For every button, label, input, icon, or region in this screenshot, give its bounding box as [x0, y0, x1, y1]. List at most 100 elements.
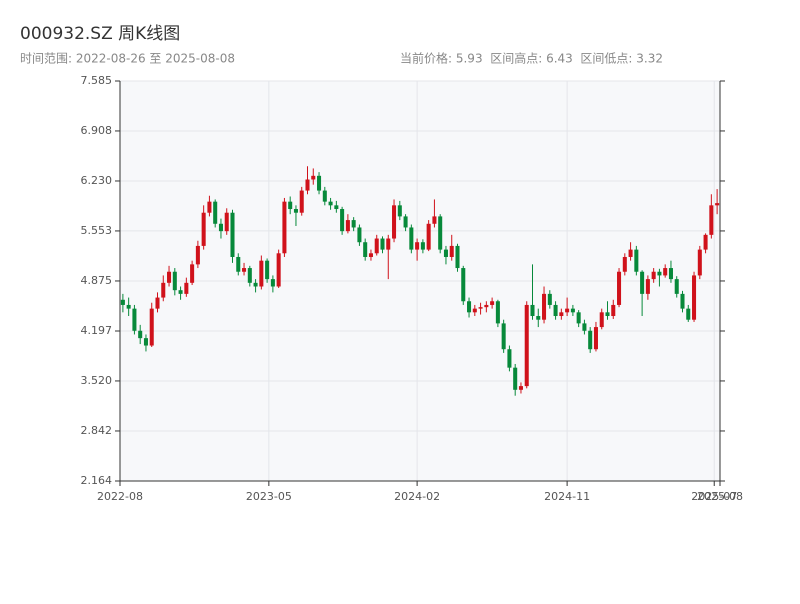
- candle-body: [518, 386, 523, 390]
- candle-body: [674, 279, 679, 294]
- candle-body: [167, 271, 172, 283]
- x-tick-label: 2023-05: [246, 490, 292, 503]
- candle-body: [190, 264, 195, 283]
- candle-body: [576, 312, 581, 324]
- candle-body: [570, 308, 575, 313]
- candle-body: [622, 256, 627, 272]
- candle-body: [472, 308, 477, 313]
- candle-body: [490, 301, 495, 305]
- candle-body: [443, 249, 448, 257]
- candle-body: [415, 242, 420, 250]
- y-tick-label: 2.164: [81, 474, 113, 487]
- candle-body: [484, 304, 489, 308]
- candle-body: [293, 209, 298, 213]
- candle-body: [392, 205, 397, 239]
- candle-body: [628, 249, 633, 257]
- candle-body: [317, 175, 322, 191]
- candle-body: [582, 323, 587, 331]
- candle-body: [692, 275, 697, 320]
- candle-body: [161, 282, 166, 298]
- candle-body: [588, 330, 593, 350]
- subtitle: 时间范围: 2022-08-26 至 2025-08-08: [20, 52, 235, 66]
- candle-body: [178, 290, 183, 294]
- candle-body: [501, 323, 506, 350]
- candle-body: [259, 260, 264, 287]
- candle-body: [651, 271, 656, 280]
- candle-body: [138, 330, 143, 339]
- candle-body: [645, 279, 650, 294]
- candle-body: [172, 271, 177, 291]
- candle-body: [380, 238, 385, 250]
- candle-body: [536, 316, 541, 320]
- y-tick-label: 2.842: [81, 424, 113, 437]
- candle-body: [282, 201, 287, 254]
- candle-body: [409, 227, 414, 250]
- candle-body: [224, 212, 229, 232]
- candle-body: [230, 212, 235, 257]
- candle-body: [432, 216, 437, 224]
- y-tick-label: 4.197: [81, 324, 113, 337]
- candle-body: [276, 253, 281, 287]
- candle-body: [599, 312, 604, 328]
- candle-body: [703, 234, 708, 250]
- candle-body: [617, 271, 622, 305]
- candle-body: [218, 223, 223, 232]
- candle-body: [236, 256, 241, 272]
- candle-body: [634, 249, 639, 272]
- x-tick-label: 2025-07: [691, 490, 737, 503]
- candle-body: [553, 304, 558, 317]
- candle-body: [328, 201, 333, 206]
- candle-body: [265, 260, 270, 280]
- candle-body: [686, 308, 691, 320]
- candle-body: [195, 245, 200, 265]
- y-tick-label: 4.875: [81, 274, 113, 287]
- candle-body: [242, 268, 247, 272]
- y-tick-label: 7.585: [81, 74, 113, 87]
- candle-body: [565, 308, 570, 313]
- x-tick-label: 2024-02: [394, 490, 440, 503]
- candle-body: [305, 179, 310, 191]
- y-tick-label: 3.520: [81, 374, 113, 387]
- candle-body: [368, 253, 373, 257]
- candle-body: [513, 367, 518, 390]
- candle-body: [559, 312, 564, 317]
- candle-body: [270, 279, 275, 287]
- candle-body: [461, 268, 466, 302]
- candle-body: [345, 220, 350, 232]
- y-tick-label: 5.553: [81, 224, 113, 237]
- candle-body: [478, 307, 483, 309]
- candle-body: [709, 205, 714, 235]
- candle-body: [363, 242, 368, 257]
- candle-body: [680, 293, 685, 309]
- candle-body: [668, 268, 673, 280]
- candle-body: [542, 293, 547, 320]
- candle-body: [605, 312, 610, 317]
- candle-body: [507, 349, 512, 368]
- candle-body: [340, 209, 345, 232]
- candle-body: [467, 301, 472, 313]
- candle-body: [455, 245, 460, 269]
- candle-body: [184, 282, 189, 294]
- candle-body: [657, 271, 662, 276]
- candle-body: [449, 245, 454, 257]
- candle-body: [132, 308, 137, 331]
- candle-body: [207, 201, 212, 213]
- candle-body: [120, 299, 125, 305]
- candle-body: [299, 190, 304, 213]
- candle-body: [640, 271, 645, 294]
- x-tick-label: 2022-08: [97, 490, 143, 503]
- candle-body: [420, 242, 425, 250]
- candle-body: [397, 205, 402, 217]
- candle-body: [201, 212, 206, 246]
- candle-body: [524, 304, 529, 387]
- candle-body: [374, 238, 379, 254]
- candle-body: [715, 203, 720, 206]
- candle-body: [155, 297, 160, 309]
- candle-body: [247, 268, 252, 283]
- x-tick-label: 2025-08: [697, 490, 743, 503]
- candle-body: [547, 293, 552, 305]
- candle-body: [149, 308, 154, 346]
- candle-body: [322, 190, 327, 202]
